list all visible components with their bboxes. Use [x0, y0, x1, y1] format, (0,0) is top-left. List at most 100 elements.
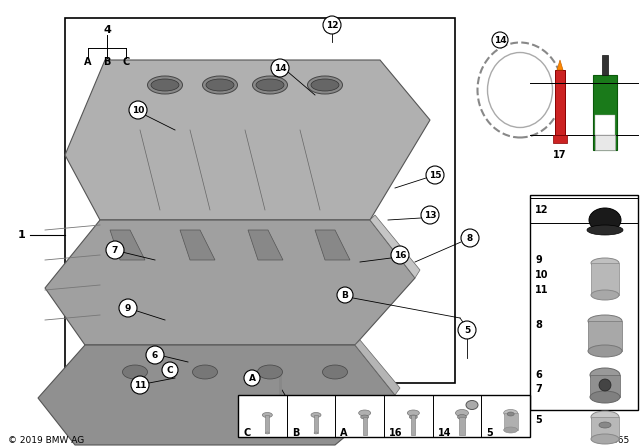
Text: 13: 13 — [424, 211, 436, 220]
Ellipse shape — [314, 432, 318, 434]
Text: 12: 12 — [326, 21, 339, 30]
Ellipse shape — [588, 345, 622, 357]
Circle shape — [492, 32, 508, 48]
Bar — [590, 375, 620, 397]
Circle shape — [106, 241, 124, 259]
Text: 14: 14 — [493, 35, 506, 44]
Bar — [65, 18, 455, 383]
Ellipse shape — [307, 76, 342, 94]
Ellipse shape — [504, 427, 518, 433]
Text: 5: 5 — [535, 415, 541, 425]
Text: 16: 16 — [394, 250, 406, 259]
Bar — [595, 115, 615, 135]
Ellipse shape — [266, 432, 269, 434]
Circle shape — [337, 287, 353, 303]
Polygon shape — [370, 215, 420, 278]
Text: A: A — [248, 374, 255, 383]
Text: 7: 7 — [535, 384, 541, 394]
Bar — [459, 417, 465, 435]
Polygon shape — [45, 220, 415, 345]
Circle shape — [458, 321, 476, 339]
Bar — [591, 263, 619, 295]
Text: 7: 7 — [112, 246, 118, 254]
Ellipse shape — [147, 76, 182, 94]
Bar — [314, 415, 318, 433]
Polygon shape — [65, 60, 430, 220]
Text: 2: 2 — [492, 405, 499, 415]
Ellipse shape — [456, 409, 468, 417]
Text: 1: 1 — [18, 230, 26, 240]
Ellipse shape — [599, 422, 611, 428]
Circle shape — [426, 166, 444, 184]
Circle shape — [461, 229, 479, 247]
Ellipse shape — [122, 365, 147, 379]
Text: 10: 10 — [132, 105, 144, 115]
Circle shape — [162, 362, 178, 378]
Ellipse shape — [507, 412, 514, 416]
Polygon shape — [248, 230, 283, 260]
Circle shape — [421, 206, 439, 224]
Bar — [593, 75, 617, 150]
Circle shape — [599, 379, 611, 391]
Ellipse shape — [257, 365, 282, 379]
Circle shape — [146, 346, 164, 364]
Bar — [555, 70, 565, 135]
Circle shape — [244, 370, 260, 386]
Ellipse shape — [253, 76, 287, 94]
Circle shape — [129, 101, 147, 119]
Bar — [238, 395, 530, 437]
Polygon shape — [38, 345, 395, 445]
Text: 14: 14 — [493, 35, 506, 44]
Ellipse shape — [589, 208, 621, 232]
Ellipse shape — [262, 413, 273, 418]
Text: 5: 5 — [486, 428, 493, 438]
Polygon shape — [557, 60, 563, 70]
Polygon shape — [110, 230, 145, 260]
Circle shape — [271, 59, 289, 77]
Ellipse shape — [256, 79, 284, 91]
Text: 4: 4 — [103, 25, 111, 35]
Ellipse shape — [591, 258, 619, 268]
Bar — [595, 135, 615, 150]
Text: 18: 18 — [598, 120, 612, 130]
Polygon shape — [355, 340, 400, 395]
Text: 8: 8 — [467, 233, 473, 242]
Ellipse shape — [587, 225, 623, 235]
Text: © 2019 BMW AG: © 2019 BMW AG — [8, 435, 84, 444]
Text: 17: 17 — [553, 150, 567, 160]
Text: 5: 5 — [464, 326, 470, 335]
Bar — [602, 55, 608, 75]
Text: 9: 9 — [125, 303, 131, 313]
Ellipse shape — [193, 365, 218, 379]
Polygon shape — [315, 230, 350, 260]
Text: A: A — [340, 428, 348, 438]
Text: C: C — [166, 366, 173, 375]
Ellipse shape — [591, 290, 619, 300]
Text: 374465: 374465 — [596, 435, 630, 444]
Bar — [412, 415, 415, 435]
Bar — [588, 321, 622, 351]
Text: 12: 12 — [535, 205, 548, 215]
Circle shape — [131, 376, 149, 394]
Ellipse shape — [361, 415, 369, 419]
Text: B: B — [342, 290, 348, 300]
Bar — [591, 417, 619, 439]
Ellipse shape — [466, 401, 478, 409]
Ellipse shape — [504, 409, 518, 417]
Text: 14: 14 — [274, 64, 286, 73]
Text: 6: 6 — [152, 350, 158, 359]
Ellipse shape — [311, 79, 339, 91]
Circle shape — [323, 16, 341, 34]
Ellipse shape — [311, 413, 321, 418]
Text: B: B — [103, 57, 111, 67]
Bar — [363, 417, 367, 435]
Ellipse shape — [590, 391, 620, 403]
Bar — [504, 413, 518, 430]
Text: 15: 15 — [429, 171, 441, 180]
Text: B: B — [292, 428, 299, 438]
Text: 10: 10 — [535, 270, 548, 280]
Bar — [530, 195, 638, 410]
Ellipse shape — [358, 410, 371, 416]
Ellipse shape — [407, 410, 419, 416]
Ellipse shape — [588, 315, 622, 327]
